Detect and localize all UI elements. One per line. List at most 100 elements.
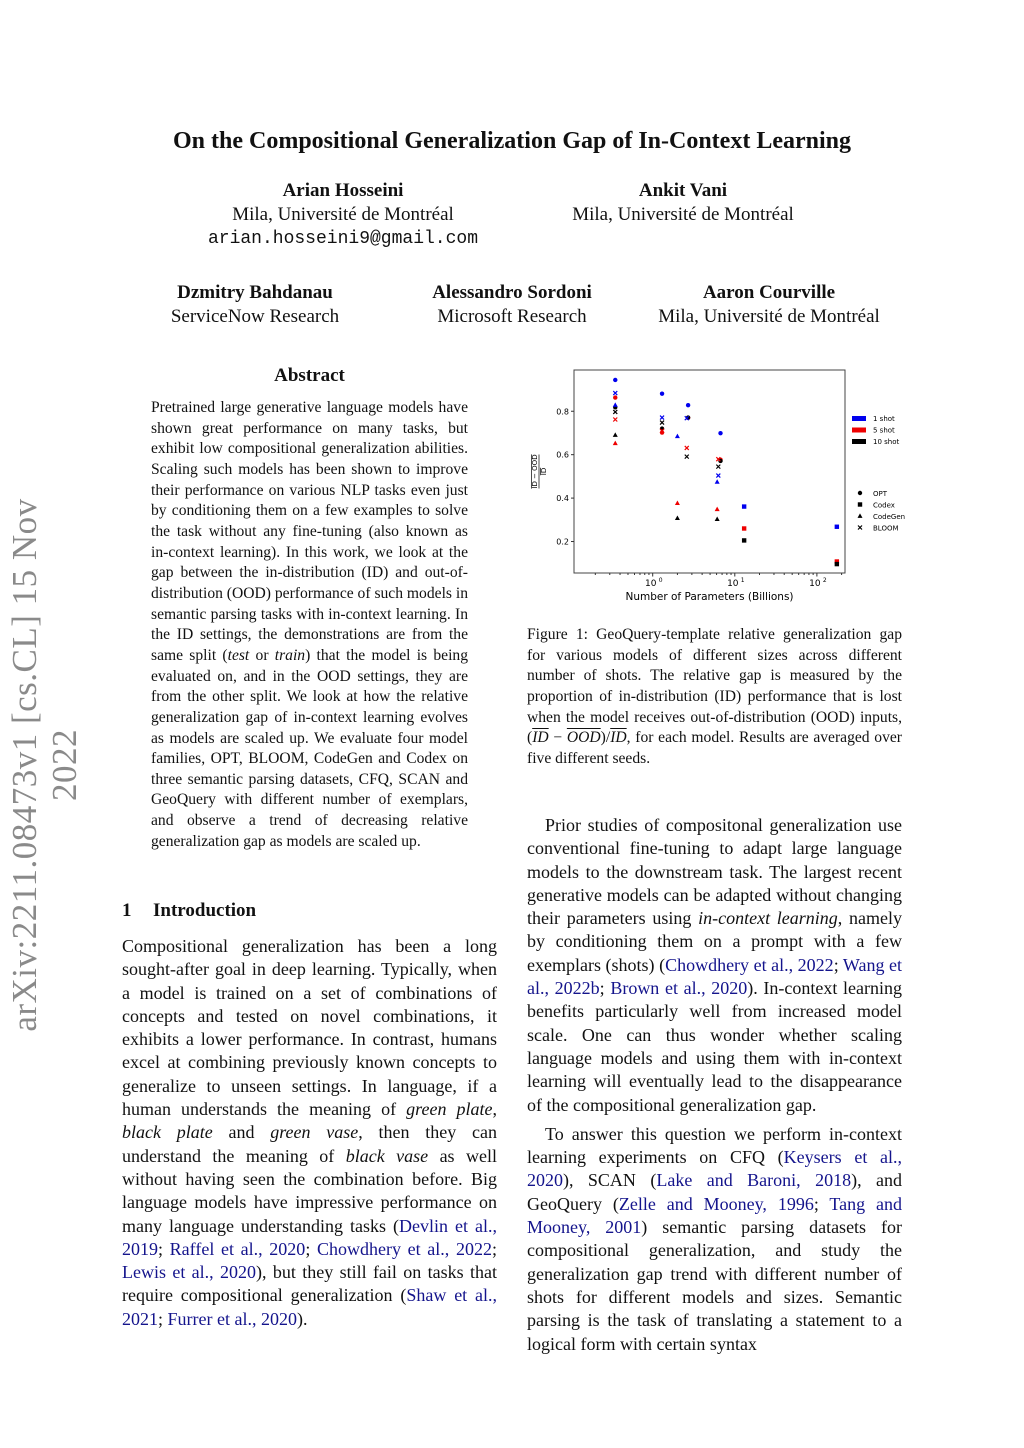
text-run: ; — [158, 1308, 168, 1329]
citation-link[interactable]: Keysers et al., 2020 — [527, 1147, 902, 1191]
legend-label: 10 shot — [873, 438, 899, 446]
data-point-opt — [613, 377, 618, 383]
plot-frame — [573, 369, 846, 574]
citation-link[interactable]: Lewis et al., 2020 — [122, 1262, 257, 1283]
author-name: Ankit Vani — [638, 180, 728, 201]
author-block: Ankit Vani Mila, Université de Montréal — [533, 179, 833, 227]
legend-label: Codex — [873, 502, 895, 510]
data-point-bloom — [612, 409, 618, 415]
figure-caption: Figure 1: GeoQuery-template relative gen… — [527, 625, 902, 770]
intro-text: Compositional generalization has been a … — [122, 935, 497, 1331]
author-block: Aaron Courville Mila, Université de Mont… — [619, 281, 919, 329]
section-title: Introduction — [153, 900, 257, 921]
emphasis-text: test — [227, 646, 250, 664]
x-tick-label: 10 — [727, 579, 739, 589]
emphasis-text: black plate — [122, 1122, 213, 1143]
abstract-body: Pretrained large generative language mod… — [151, 398, 468, 852]
text-run: ), and GeoQuery ( — [527, 1170, 903, 1214]
data-point-codegen — [714, 516, 720, 522]
text-run: ; — [813, 1193, 830, 1214]
svg-text:ID: ID — [540, 468, 548, 475]
data-point-codex — [834, 559, 840, 564]
legend-label: 5 shot — [873, 427, 895, 435]
author-affiliation: Mila, Université de Montréal — [232, 204, 454, 225]
data-point-bloom — [659, 420, 665, 425]
text-run: ; — [305, 1238, 317, 1259]
x-tick-exponent: 2 — [823, 577, 827, 584]
y-tick-label: 0.2 — [556, 538, 569, 547]
data-point-codegen — [714, 506, 720, 512]
legend-label: CodeGen — [873, 513, 905, 521]
data-point-opt — [659, 391, 665, 396]
citation-link[interactable]: Shaw et al., 2021 — [122, 1285, 497, 1329]
citation-link[interactable]: Tang and Mooney, 2001 — [527, 1193, 903, 1238]
x-tick-label: 10 — [809, 579, 821, 589]
author-name: Arian Hosseini — [282, 180, 404, 201]
citation-link[interactable]: Brown et al., 2020 — [610, 978, 748, 999]
text-run: ), but they still fail on tasks that req… — [122, 1262, 497, 1306]
legend-label: 1 shot — [873, 415, 895, 423]
author-email[interactable]: arian.hosseini9@gmail.com — [207, 229, 479, 249]
emphasis-text: train — [274, 646, 306, 664]
author-name: Dzmitry Bahdanau — [177, 282, 333, 303]
section-number: 1 — [122, 900, 132, 921]
text-run: , — [492, 1099, 498, 1120]
data-point-codex — [741, 504, 747, 509]
y-tick-label: 0.4 — [556, 494, 569, 503]
text-run: or — [249, 646, 275, 664]
data-point-bloom — [612, 417, 618, 422]
section-heading: 1 Introduction — [122, 900, 256, 922]
text-run: Pretrained large generative language mod… — [151, 399, 468, 664]
text-run: , then they can understand the meaning o… — [122, 1122, 497, 1166]
text-run: − — [548, 729, 567, 747]
citation-link[interactable]: Furrer et al., 2020 — [167, 1308, 297, 1329]
paragraph: Prior studies of compositonal generaliza… — [527, 814, 902, 1117]
math-overline: ID — [532, 729, 549, 747]
y-tick-label: 0.8 — [556, 407, 569, 416]
legend-swatch — [852, 427, 866, 433]
paragraph: To answer this question we perform in-co… — [527, 1123, 902, 1356]
legend-label: BLOOM — [873, 525, 899, 533]
citation-link[interactable]: Chowdhery et al., 2022 — [316, 1238, 492, 1259]
text-run: ). In-context learning benefits particul… — [527, 978, 902, 1115]
author-block: Alessandro Sordoni Microsoft Research — [362, 281, 662, 329]
text-run: ) semantic parsing datasets for composit… — [527, 1217, 902, 1354]
legend-marker — [857, 502, 863, 507]
data-point-opt — [685, 402, 691, 408]
arxiv-stamp: arXiv:2211.08473v1 [cs.CL] 15 Nov 2022 — [5, 498, 84, 1032]
author-affiliation: Mila, Université de Montréal — [572, 204, 794, 225]
data-point-codegen — [612, 402, 618, 407]
citation-link[interactable]: Wang et al., 2022b — [527, 954, 902, 999]
abstract-heading: Abstract — [274, 365, 345, 386]
author-affiliation: Microsoft Research — [437, 306, 587, 327]
x-tick-label: 10 — [645, 579, 657, 589]
citation-link[interactable]: Zelle and Mooney, 1996 — [618, 1193, 814, 1214]
data-point-codex — [741, 538, 747, 543]
data-point-bloom — [612, 390, 618, 396]
data-point-bloom — [715, 473, 721, 478]
data-point-bloom — [684, 454, 690, 460]
text-run: and — [212, 1122, 271, 1143]
legend-marker — [857, 525, 863, 530]
data-point-codegen — [612, 440, 618, 446]
citation-link[interactable]: Raffel et al., 2020 — [169, 1238, 306, 1259]
citation-link[interactable]: Chowdhery et al., 2022 — [665, 954, 834, 975]
author-affiliation: ServiceNow Research — [170, 306, 340, 327]
data-point-codegen — [674, 433, 680, 439]
paper-title: On the Compositional Generalization Gap … — [172, 128, 851, 154]
legend-marker — [857, 513, 863, 518]
x-axis-label: Number of Parameters (Billions) — [625, 591, 793, 603]
text-run: as well without having seen the combinat… — [122, 1145, 497, 1236]
citation-link[interactable]: Lake and Baroni, 2018 — [656, 1170, 852, 1191]
author-name: Aaron Courville — [702, 282, 836, 303]
data-point-bloom — [684, 445, 690, 451]
data-point-codex — [834, 524, 840, 529]
data-point-codegen — [674, 500, 680, 505]
text-run: ; — [833, 954, 843, 975]
data-point-opt — [718, 430, 723, 436]
data-point-codex — [741, 526, 747, 531]
citation-link[interactable]: Devlin et al., 2019 — [122, 1215, 497, 1259]
author-block: Arian Hosseini Mila, Université de Montr… — [193, 179, 493, 251]
svg-text:ID − OOD: ID − OOD — [531, 454, 539, 488]
